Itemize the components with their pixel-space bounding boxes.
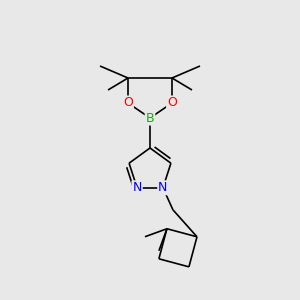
Text: O: O (123, 97, 133, 110)
Text: N: N (132, 181, 142, 194)
Text: B: B (146, 112, 154, 124)
Text: N: N (158, 181, 168, 194)
Text: O: O (167, 97, 177, 110)
